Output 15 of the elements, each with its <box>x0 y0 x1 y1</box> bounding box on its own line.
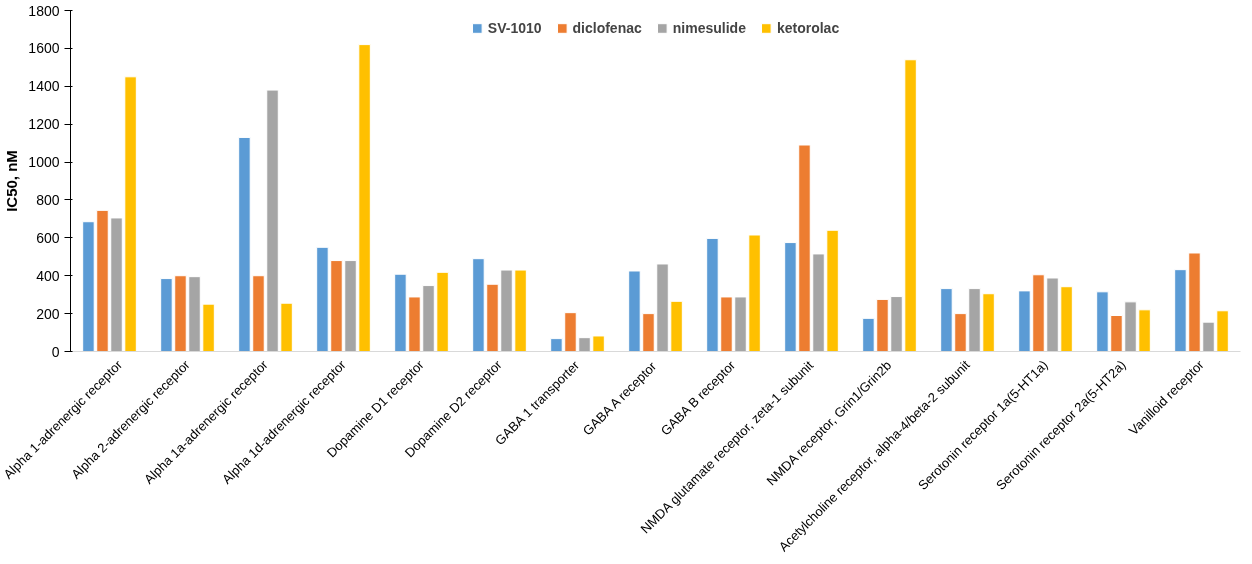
y-tick-label: 1800 <box>28 2 60 19</box>
y-tick-label: 1600 <box>28 40 60 57</box>
y-tick-label: 200 <box>36 305 60 322</box>
y-tick-label: 600 <box>36 229 60 246</box>
y-tick-label: 800 <box>36 191 60 208</box>
y-tick-label: 400 <box>36 267 60 284</box>
legend-label: SV-1010 <box>487 20 542 36</box>
legend-label: nimesulide <box>672 20 746 36</box>
legend-label: diclofenac <box>572 20 642 36</box>
legend-label: ketorolac <box>776 20 840 36</box>
y-axis-title: IC50, nM <box>3 150 21 212</box>
y-tick-label: 1200 <box>28 116 60 133</box>
y-tick-label: 1400 <box>28 78 60 95</box>
y-tick-label: 0 <box>51 343 60 360</box>
y-tick-label: 1000 <box>28 154 60 171</box>
